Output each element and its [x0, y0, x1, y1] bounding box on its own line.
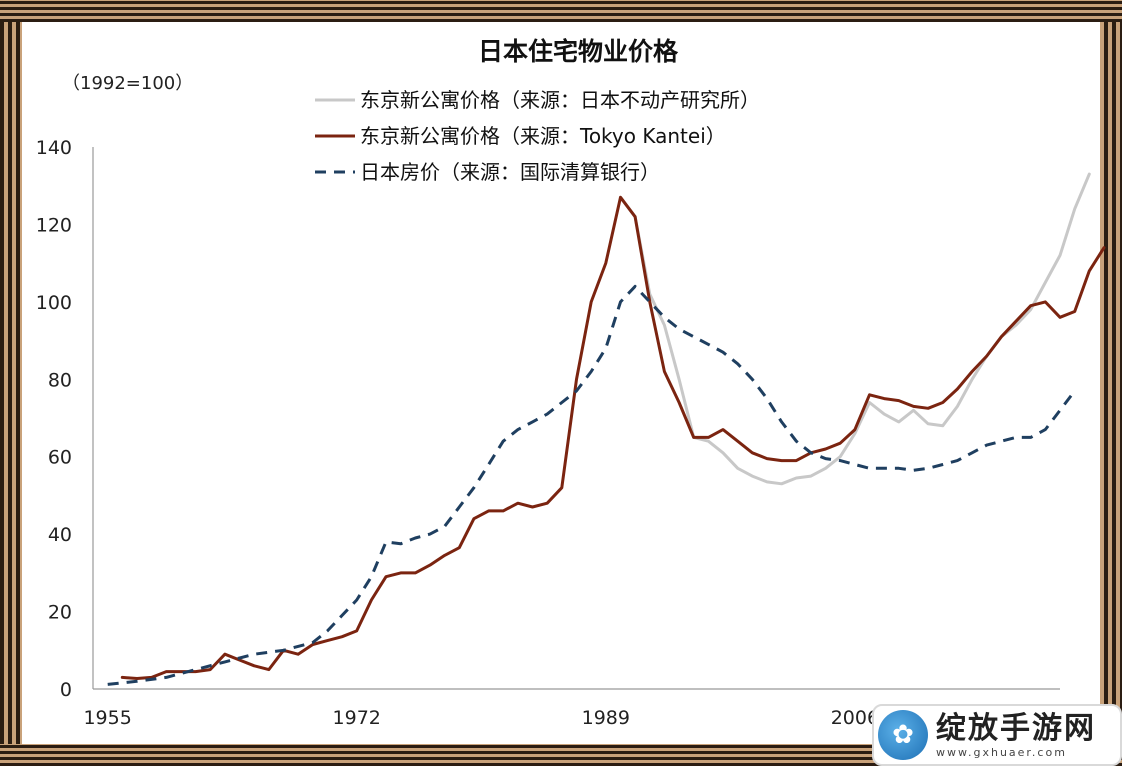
x-tick-label: 1972	[333, 707, 381, 729]
y-tick-labels: 0 20 40 60 80 100 120 140	[36, 137, 72, 701]
series-line-1	[619, 172, 1091, 486]
legend: 东京新公寓价格（来源：日本不动产研究所） 东京新公寓价格（来源：Tokyo Kan…	[315, 88, 760, 184]
series-lines	[107, 172, 1106, 686]
series-line-3	[107, 284, 1076, 686]
y-tick-label: 40	[48, 524, 72, 546]
watermark-badge: ✿ 绽放手游网 www.gxhuaer.com	[872, 704, 1122, 766]
octopus-icon: ✿	[878, 710, 928, 760]
x-tick-labels: 1955 1972 1989 2006	[83, 707, 879, 729]
watermark-text: 绽放手游网 www.gxhuaer.com	[936, 710, 1096, 759]
x-tick-label: 1955	[83, 707, 131, 729]
legend-label-2: 东京新公寓价格（来源：Tokyo Kantei）	[360, 124, 726, 148]
chart-panel	[22, 22, 1100, 744]
x-tick-label: 2006	[831, 707, 879, 729]
y-tick-label: 120	[36, 214, 72, 236]
y-tick-label: 0	[60, 679, 72, 701]
x-tick-label: 1989	[582, 707, 630, 729]
frame-bottom	[0, 744, 1122, 766]
watermark-name: 绽放手游网	[936, 710, 1096, 746]
watermark-url: www.gxhuaer.com	[936, 745, 1067, 759]
unit-label: （1992=100）	[62, 73, 193, 94]
legend-label-3: 日本房价（来源：国际清算银行）	[360, 160, 660, 184]
y-tick-label: 140	[36, 137, 72, 159]
y-tick-label: 100	[36, 292, 72, 314]
chart-title: 日本住宅物业价格	[478, 37, 679, 66]
legend-label-1: 东京新公寓价格（来源：日本不动产研究所）	[360, 88, 760, 112]
y-tick-label: 80	[48, 369, 72, 391]
series-line-2	[120, 195, 1106, 680]
y-tick-label: 20	[48, 602, 72, 624]
frame-top	[0, 0, 1122, 22]
y-tick-label: 60	[48, 447, 72, 469]
